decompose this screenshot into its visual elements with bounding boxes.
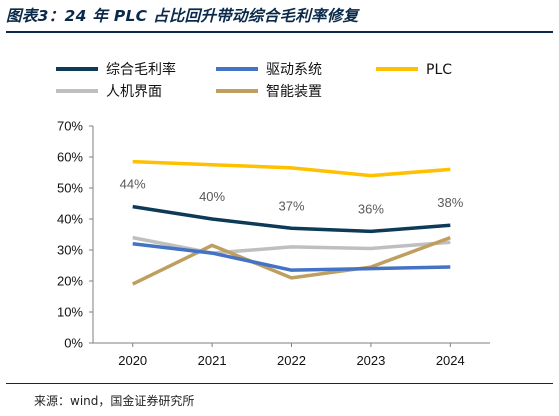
legend-item: 智能装置 — [216, 84, 322, 100]
legend-label: 综合毛利率 — [106, 61, 176, 78]
data-label: 37% — [278, 198, 304, 213]
series-line-5 — [131, 235, 451, 286]
data-label: 44% — [120, 177, 146, 192]
data-label: 36% — [358, 201, 384, 216]
chart-series — [131, 159, 451, 286]
chart-title: 图表3：24 年 PLC 占比回升带动综合毛利率修复 — [6, 7, 359, 25]
x-tick-label: 2023 — [356, 353, 385, 368]
footer-divider — [6, 383, 553, 384]
series-line-3 — [132, 159, 451, 178]
legend-label: PLC — [426, 62, 452, 78]
x-tick-label: 2024 — [436, 353, 465, 368]
y-tick-label: 0% — [64, 336, 83, 351]
y-tick-label: 30% — [57, 243, 83, 258]
x-tick-label: 2022 — [277, 353, 306, 368]
series-line-1 — [132, 204, 451, 234]
y-tick-label: 50% — [57, 181, 83, 196]
legend-item: PLC — [376, 62, 452, 78]
legend-item: 人机界面 — [56, 84, 162, 100]
legend-label: 人机界面 — [106, 84, 162, 100]
x-tick-label: 2020 — [118, 353, 147, 368]
chart-legend: 综合毛利率 驱动系统 PLC 人机界面 智能装置 — [56, 61, 452, 100]
chart-axes: 0% 10% 20% 30% 40% 50% 60% 70% 2020 2021 2022 2023 2… — [57, 119, 490, 368]
legend-item: 综合毛利率 — [56, 61, 176, 78]
y-tick-label: 40% — [57, 212, 83, 227]
title-divider — [6, 31, 553, 33]
y-tick-label: 20% — [57, 274, 83, 289]
y-tick-label: 10% — [57, 305, 83, 320]
data-label: 40% — [199, 189, 225, 204]
data-label: 38% — [437, 195, 463, 210]
y-tick-label: 70% — [57, 119, 83, 134]
series-line-4 — [132, 235, 451, 255]
series-line-2 — [132, 242, 451, 272]
y-tick-label: 60% — [57, 150, 83, 165]
chart-data-labels: 44% 40% 37% 36% 38% — [120, 177, 464, 217]
legend-label: 智能装置 — [266, 84, 322, 100]
source-note: 来源：wind，国金证券研究所 — [34, 394, 195, 408]
x-tick-label: 2021 — [198, 353, 227, 368]
legend-item: 驱动系统 — [216, 62, 322, 78]
legend-label: 驱动系统 — [266, 62, 322, 78]
